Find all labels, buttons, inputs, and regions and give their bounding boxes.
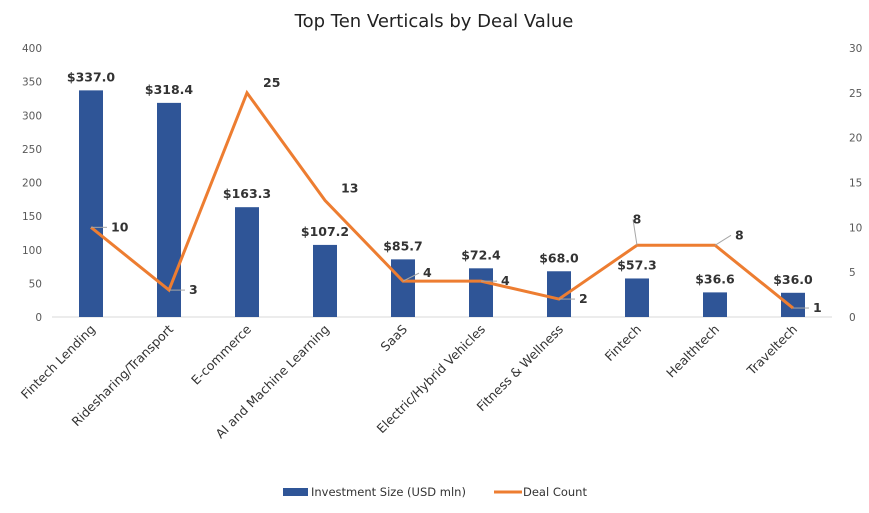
bar-data-labels: $337.0 $318.4 $163.3 $107.2 $85.7 $72.4 $68.0 $… <box>67 69 813 286</box>
line-data-label: 8 <box>735 227 744 242</box>
line-series <box>90 89 794 310</box>
y-tick-label: 300 <box>22 110 42 122</box>
bar <box>781 292 805 317</box>
y2-tick-label: 30 <box>849 43 862 55</box>
y2-tick-label: 20 <box>849 133 862 145</box>
line-data-labels: 10 3 25 13 4 4 2 8 8 1 <box>91 75 822 315</box>
bar <box>157 102 181 317</box>
bar <box>625 278 649 317</box>
bar-data-label: $72.4 <box>461 247 501 262</box>
bar-data-label: $337.0 <box>67 69 116 84</box>
bar-data-label: $107.2 <box>301 224 349 239</box>
leader-line <box>402 272 420 282</box>
bar-data-label: $68.0 <box>539 250 579 265</box>
line-data-label: 1 <box>813 300 822 315</box>
bar-series <box>79 90 805 318</box>
deal-count-line <box>90 89 794 310</box>
y-tick-label: 50 <box>29 278 42 290</box>
right-axis-ticks: 0 5 10 15 20 25 30 <box>849 43 862 324</box>
left-axis-ticks: 0 50 100 150 200 250 300 350 400 <box>22 43 42 324</box>
bar <box>313 244 337 317</box>
y2-tick-label: 10 <box>849 222 862 234</box>
y-tick-label: 200 <box>22 178 42 190</box>
leader-line <box>714 234 732 246</box>
chart-title: Top Ten Verticals by Deal Value <box>294 11 574 32</box>
y2-tick-label: 5 <box>849 267 856 279</box>
bar <box>703 292 727 317</box>
bar <box>235 207 259 317</box>
bar-data-label: $36.6 <box>695 271 735 286</box>
y2-tick-label: 15 <box>849 178 862 190</box>
bar <box>79 90 103 318</box>
y-tick-label: 250 <box>22 144 42 156</box>
line-data-label: 13 <box>341 180 358 195</box>
y2-tick-label: 0 <box>849 312 856 324</box>
y-tick-label: 400 <box>22 43 42 55</box>
legend: Investment Size (USD mln) Deal Count <box>283 485 587 499</box>
category-label: Fintech <box>602 322 644 364</box>
bar-data-label: $57.3 <box>617 257 657 272</box>
line-data-label: 25 <box>263 75 280 90</box>
bar-data-label: $163.3 <box>223 186 271 201</box>
line-data-label: 10 <box>111 219 129 234</box>
line-data-label: 4 <box>501 273 510 288</box>
category-label: SaaS <box>377 321 410 354</box>
category-label: Healthtech <box>663 322 722 381</box>
y-tick-label: 150 <box>22 211 42 223</box>
legend-swatch-bar <box>283 488 308 496</box>
line-data-label: 2 <box>579 291 588 306</box>
line-data-label: 8 <box>633 211 642 226</box>
category-label: Traveltech <box>743 322 800 379</box>
line-data-label: 4 <box>423 265 432 280</box>
y2-tick-label: 25 <box>849 88 862 100</box>
y-tick-label: 100 <box>22 245 42 257</box>
line-data-label: 3 <box>189 282 198 297</box>
leader-line <box>632 219 638 246</box>
category-label: Fintech Lending <box>18 322 98 402</box>
y-tick-label: 0 <box>35 312 42 324</box>
bar-data-label: $318.4 <box>145 82 194 97</box>
bar <box>391 259 415 317</box>
bar-data-label: $85.7 <box>383 238 423 253</box>
y-tick-label: 350 <box>22 77 42 89</box>
legend-label-bar: Investment Size (USD mln) <box>311 485 466 499</box>
legend-label-line: Deal Count <box>523 485 587 499</box>
category-label: E-commerce <box>188 321 254 387</box>
bar-data-label: $36.0 <box>773 272 813 287</box>
category-label: Fitness & Wellness <box>474 322 567 415</box>
bar <box>469 268 493 317</box>
